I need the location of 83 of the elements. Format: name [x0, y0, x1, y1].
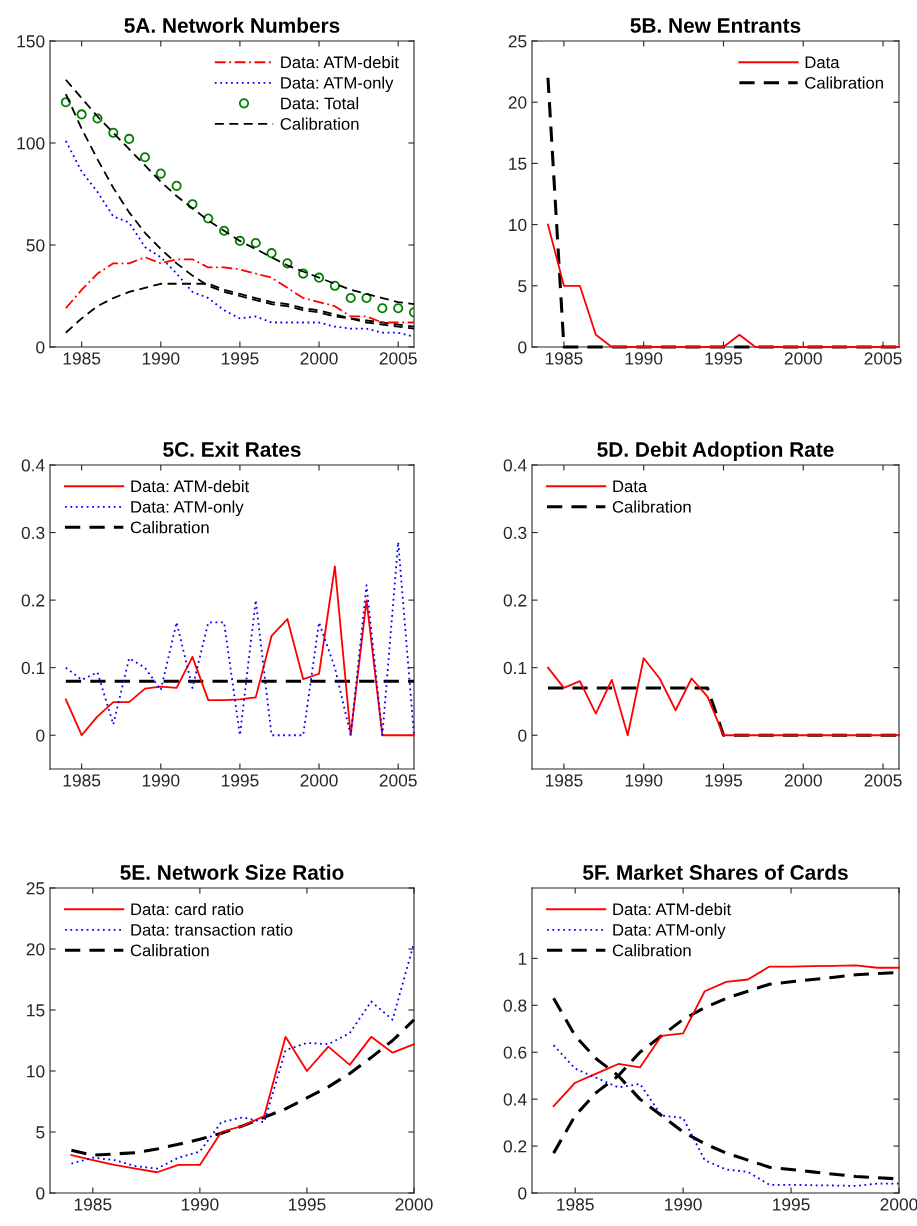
y-tick-label: 0 — [36, 729, 45, 742]
legend-label: Data: ATM-only — [281, 76, 394, 93]
x-tick-label: 1995 — [221, 774, 259, 787]
x-tick-label: 2005 — [864, 774, 902, 787]
y-tick-label: 0.4 — [503, 459, 527, 472]
y-tick-label: 10 — [509, 218, 527, 232]
x-tick-label: 1995 — [705, 774, 743, 787]
y-tick-label: 0.2 — [503, 594, 527, 607]
x-tick-label: 2000 — [300, 352, 338, 365]
x-tick-label: 1985 — [545, 774, 583, 787]
x-tick-label: 2000 — [784, 352, 822, 365]
y-tick-label: 0.1 — [21, 661, 45, 675]
legend-label: Calibration — [130, 944, 209, 957]
x-tick-label: 1990 — [181, 1198, 219, 1211]
x-tick-label: 1995 — [705, 352, 743, 365]
legend-label: Calibration — [612, 500, 691, 513]
y-tick-label: 0 — [36, 1187, 45, 1200]
x-tick-label: 1985 — [74, 1198, 112, 1211]
x-tick-label: 2005 — [379, 352, 417, 365]
x-tick-label: 2000 — [880, 1198, 917, 1211]
legend-label: Data: ATM-only — [613, 923, 726, 940]
y-tick-label: 0.3 — [503, 526, 527, 540]
y-tick-label: 150 — [17, 35, 45, 48]
x-tick-label: 2000 — [395, 1198, 433, 1211]
y-tick-label: 0.4 — [503, 1093, 527, 1106]
chart-title: 5A. Network Numbers — [124, 17, 340, 33]
y-tick-label: 10 — [27, 1065, 45, 1078]
x-tick-label: 1985 — [63, 774, 101, 787]
y-tick-label: 5 — [518, 280, 527, 293]
legend-label: Data — [613, 480, 648, 493]
x-tick-label: 2000 — [784, 774, 822, 787]
legend-label: Data: ATM-debit — [281, 56, 399, 69]
x-tick-label: 1985 — [545, 352, 583, 365]
y-tick-label: 0.2 — [21, 594, 45, 607]
y-tick-label: 15 — [27, 1004, 45, 1017]
y-tick-label: 25 — [508, 35, 527, 48]
legend-label: Calibration — [280, 117, 359, 130]
y-tick-label: 25 — [26, 882, 45, 895]
y-tick-label: 20 — [508, 96, 527, 109]
y-tick-label: 0 — [518, 341, 527, 354]
y-tick-label: 1 — [518, 952, 527, 965]
x-tick-label: 1995 — [773, 1198, 810, 1211]
y-tick-label: 0.1 — [503, 661, 527, 675]
x-tick-label: 1985 — [63, 352, 101, 365]
legend-label: Data: ATM-debit — [613, 903, 732, 916]
chart-title: 5F. Market Shares of Cards — [583, 864, 848, 880]
y-tick-label: 0.8 — [503, 999, 527, 1012]
legend-label: Data — [805, 56, 840, 69]
x-tick-label: 1990 — [142, 774, 180, 787]
x-tick-label: 1990 — [142, 352, 180, 365]
legend-label: Calibration — [130, 521, 209, 534]
y-tick-label: 0.3 — [21, 526, 45, 540]
y-tick-label: 20 — [26, 943, 45, 956]
legend-label: Data: ATM-debit — [131, 480, 250, 493]
x-tick-label: 1985 — [557, 1198, 594, 1211]
y-tick-label: 0 — [518, 1187, 527, 1200]
y-tick-label: 0 — [518, 729, 527, 742]
y-tick-label: 0.2 — [503, 1140, 527, 1153]
y-tick-label: 50 — [26, 239, 45, 252]
x-tick-label: 1990 — [625, 774, 663, 787]
legend-label: Data: transaction ratio — [131, 923, 293, 936]
legend-label: Calibration — [805, 76, 883, 89]
y-tick-label: 0.6 — [503, 1046, 527, 1059]
x-tick-label: 1990 — [665, 1198, 702, 1211]
y-tick-label: 100 — [17, 137, 45, 150]
y-tick-label: 5 — [36, 1126, 45, 1139]
x-tick-label: 2000 — [300, 774, 338, 787]
x-tick-label: 1995 — [288, 1198, 326, 1211]
legend-label: Data: card ratio — [131, 903, 244, 916]
chart-title: 5C. Exit Rates — [163, 441, 301, 457]
x-tick-label: 2005 — [864, 352, 902, 365]
x-tick-label: 2005 — [379, 774, 417, 787]
legend-label: Data: Total — [281, 97, 359, 110]
y-tick-label: 0 — [36, 341, 45, 354]
chart-title: 5B. New Entrants — [630, 18, 801, 33]
legend-label: Calibration — [612, 944, 691, 957]
legend-label: Data: ATM-only — [131, 500, 244, 517]
y-tick-label: 0.4 — [21, 459, 45, 472]
chart-title: 5E. Network Size Ratio — [120, 864, 344, 880]
y-tick-label: 15 — [509, 157, 527, 170]
chart-title: 5D. Debit Adoption Rate — [597, 441, 834, 461]
x-tick-label: 1995 — [221, 352, 259, 365]
x-tick-label: 1990 — [625, 352, 663, 365]
